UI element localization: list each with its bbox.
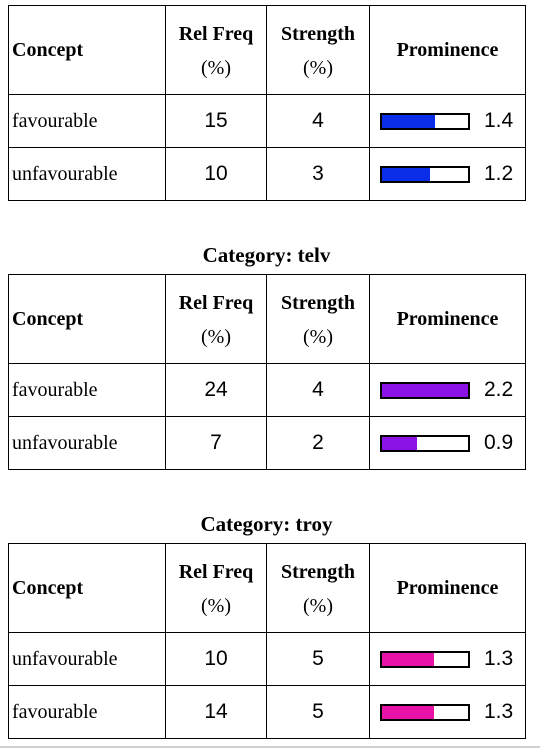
rel-freq-cell: 15 [165,94,267,148]
rel-freq-header: Rel Freq (%) [165,274,267,364]
strength-cell: 4 [266,94,370,148]
prominence-cell: 1.2 [369,147,526,201]
prominence-value: 1.3 [484,647,514,670]
prominence-bar [380,165,470,183]
table-row: unfavourable 10 5 1.3 [8,632,526,686]
strength-header-unit: (%) [303,57,333,79]
strength-header: Strength (%) [266,5,370,95]
strength-header-unit: (%) [303,326,333,348]
prominence-bar [380,112,470,130]
concept-cell: unfavourable [8,147,166,201]
prominence-bar-fill [382,652,434,666]
prominence-bar-fill [382,436,418,450]
table-row: favourable 14 5 1.3 [8,685,526,739]
prominence-value: 1.2 [484,162,514,185]
rel-freq-header-label: Rel Freq [178,23,254,45]
prominence-value: 0.9 [484,431,514,454]
table-row: unfavourable 10 3 1.2 [8,147,526,201]
prominence-bar-fill [382,167,431,181]
rel-freq-header-unit: (%) [201,57,231,79]
concept-cell: favourable [8,94,166,148]
rel-freq-cell: 24 [165,363,267,417]
prominence-cell: 1.3 [369,632,526,686]
prominence-bar-fill [382,705,434,719]
concept-table: Concept Rel Freq (%) Strength (%) Promin… [8,274,526,470]
prominence-cell: 2.2 [369,363,526,417]
table-header-row: Concept Rel Freq (%) Strength (%) Promin… [8,5,526,95]
strength-cell: 3 [266,147,370,201]
concept-header: Concept [8,5,166,95]
rel-freq-cell: 7 [165,416,267,470]
strength-header-unit: (%) [303,595,333,617]
table-row: unfavourable 7 2 0.9 [8,416,526,470]
strength-header: Strength (%) [266,274,370,364]
page-bottom-divider [0,746,540,748]
prominence-bar [380,381,470,399]
category-title: Category: troy [200,512,333,536]
prominence-bar [380,650,470,668]
prominence-cell: 1.3 [369,685,526,739]
strength-header-label: Strength [280,561,356,583]
rel-freq-header: Rel Freq (%) [165,543,267,633]
concept-cell: favourable [8,363,166,417]
rel-freq-header-label: Rel Freq [178,561,254,583]
prominence-bar [380,434,470,452]
rel-freq-cell: 14 [165,685,267,739]
prominence-header: Prominence [369,5,526,95]
concept-header: Concept [8,543,166,633]
concept-table: Concept Rel Freq (%) Strength (%) Promin… [8,543,526,739]
prominence-value: 1.4 [484,109,514,132]
rel-freq-header: Rel Freq (%) [165,5,267,95]
rel-freq-header-label: Rel Freq [178,292,254,314]
prominence-header: Prominence [369,274,526,364]
concept-cell: unfavourable [8,632,166,686]
strength-header-label: Strength [280,292,356,314]
prominence-cell: 0.9 [369,416,526,470]
rel-freq-cell: 10 [165,632,267,686]
concept-header: Concept [8,274,166,364]
prominence-bar-fill [382,114,436,128]
table-row: favourable 15 4 1.4 [8,94,526,148]
prominence-header: Prominence [369,543,526,633]
concept-table: Concept Rel Freq (%) Strength (%) Promin… [8,5,526,201]
strength-cell: 5 [266,632,370,686]
table-header-row: Concept Rel Freq (%) Strength (%) Promin… [8,543,526,633]
strength-cell: 5 [266,685,370,739]
concept-cell: favourable [8,685,166,739]
category-title: Category: telv [202,243,331,267]
prominence-cell: 1.4 [369,94,526,148]
rel-freq-cell: 10 [165,147,267,201]
table-row: favourable 24 4 2.2 [8,363,526,417]
strength-cell: 2 [266,416,370,470]
prominence-value: 1.3 [484,700,514,723]
table-header-row: Concept Rel Freq (%) Strength (%) Promin… [8,274,526,364]
prominence-bar-fill [382,383,468,397]
concept-cell: unfavourable [8,416,166,470]
rel-freq-header-unit: (%) [201,595,231,617]
strength-header-label: Strength [280,23,356,45]
prominence-bar [380,703,470,721]
prominence-value: 2.2 [484,378,514,401]
strength-cell: 4 [266,363,370,417]
rel-freq-header-unit: (%) [201,326,231,348]
strength-header: Strength (%) [266,543,370,633]
